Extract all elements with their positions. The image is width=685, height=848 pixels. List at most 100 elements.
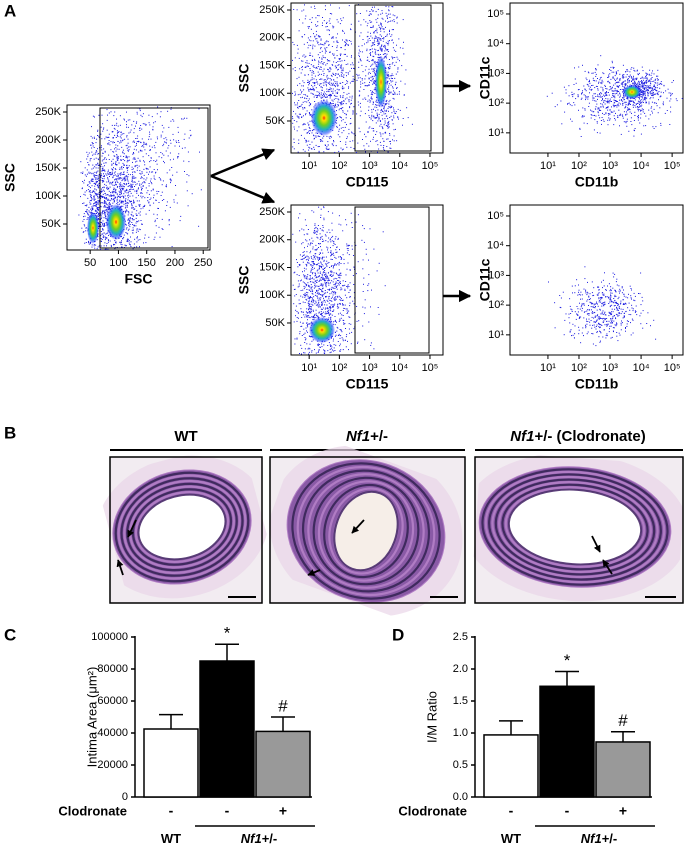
event-dot xyxy=(96,138,98,140)
event-dot xyxy=(336,285,338,287)
event-dot xyxy=(168,126,170,128)
event-dot xyxy=(393,129,395,131)
event-dot xyxy=(135,184,137,186)
event-dot xyxy=(344,32,345,34)
event-dot xyxy=(121,167,123,169)
event-dot xyxy=(341,72,343,74)
event-dot xyxy=(372,26,374,28)
event-dot xyxy=(327,96,328,98)
event-dot xyxy=(387,75,389,77)
event-dot xyxy=(144,161,145,163)
event-dot xyxy=(299,264,301,266)
event-dot xyxy=(124,164,125,166)
event-dot xyxy=(102,229,104,231)
event-dot xyxy=(372,83,374,85)
event-dot xyxy=(134,208,136,210)
event-dot xyxy=(320,276,322,278)
event-dot xyxy=(336,45,338,47)
event-dot xyxy=(377,38,378,40)
event-dot xyxy=(314,60,316,61)
event-dot xyxy=(335,281,337,283)
event-dot xyxy=(177,156,179,158)
event-dot xyxy=(296,262,298,263)
vessel-ring xyxy=(491,475,659,579)
event-dot xyxy=(342,85,344,87)
event-dot xyxy=(385,48,387,50)
event-dot xyxy=(372,92,374,94)
y-axis-label: SSC xyxy=(236,64,252,93)
event-dot xyxy=(124,207,126,209)
event-dot xyxy=(333,141,335,143)
event-dot xyxy=(327,60,329,62)
event-dot xyxy=(304,296,306,298)
event-dot xyxy=(82,231,84,233)
event-dot xyxy=(128,185,130,187)
event-dot xyxy=(299,264,300,266)
event-dot xyxy=(120,182,122,184)
event-dot xyxy=(315,87,317,89)
event-dot xyxy=(124,244,126,246)
vessel-ring xyxy=(484,470,666,584)
event-dot xyxy=(301,228,303,230)
event-dot xyxy=(320,246,321,248)
event-dot xyxy=(333,304,335,306)
event-dot xyxy=(147,168,149,170)
event-dot xyxy=(385,12,387,14)
event-dot xyxy=(114,197,116,199)
event-dot xyxy=(148,193,150,195)
event-dot xyxy=(599,94,601,95)
event-dot xyxy=(132,171,133,173)
event-dot xyxy=(359,58,361,60)
event-dot xyxy=(325,296,327,298)
event-dot xyxy=(88,240,89,242)
event-dot xyxy=(131,207,132,209)
event-dot xyxy=(104,205,106,206)
arrow xyxy=(591,535,601,553)
event-dot xyxy=(299,19,300,21)
event-dot xyxy=(338,280,340,282)
event-dot xyxy=(334,316,336,317)
event-dot xyxy=(111,171,113,173)
event-dot xyxy=(301,255,303,257)
event-dot xyxy=(198,225,200,227)
event-dot xyxy=(369,228,371,230)
event-dot xyxy=(159,236,161,238)
event-dot xyxy=(358,49,360,51)
event-dot xyxy=(304,348,306,350)
event-dot xyxy=(393,90,394,92)
event-dot xyxy=(299,321,301,323)
event-dot xyxy=(337,74,339,75)
event-dot xyxy=(335,284,336,286)
event-dot xyxy=(303,294,305,295)
event-dot xyxy=(316,256,318,258)
event-dot xyxy=(131,203,133,205)
event-dot xyxy=(318,302,320,304)
event-dot xyxy=(318,73,320,75)
event-dot xyxy=(319,228,321,230)
event-dot xyxy=(158,208,159,209)
event-dot xyxy=(173,139,175,141)
event-dot xyxy=(322,44,324,46)
event-dot xyxy=(365,151,366,153)
event-dot xyxy=(340,66,342,68)
event-dot xyxy=(318,60,320,62)
event-dot xyxy=(378,262,380,264)
event-dot xyxy=(299,83,301,85)
event-dot xyxy=(342,110,344,112)
event-dot xyxy=(377,53,379,55)
event-dot xyxy=(376,28,378,30)
event-dot xyxy=(340,74,342,76)
event-dot xyxy=(338,150,340,152)
event-dot xyxy=(312,265,314,267)
event-dot xyxy=(394,15,396,17)
event-dot xyxy=(91,210,92,212)
event-dot xyxy=(93,197,95,199)
event-dot xyxy=(323,68,325,70)
event-dot xyxy=(137,188,139,190)
event-dot xyxy=(327,282,329,284)
event-dot xyxy=(304,294,306,296)
event-dot xyxy=(109,195,111,197)
event-dot xyxy=(105,209,107,211)
event-dot xyxy=(328,89,330,90)
event-dot xyxy=(181,147,183,149)
